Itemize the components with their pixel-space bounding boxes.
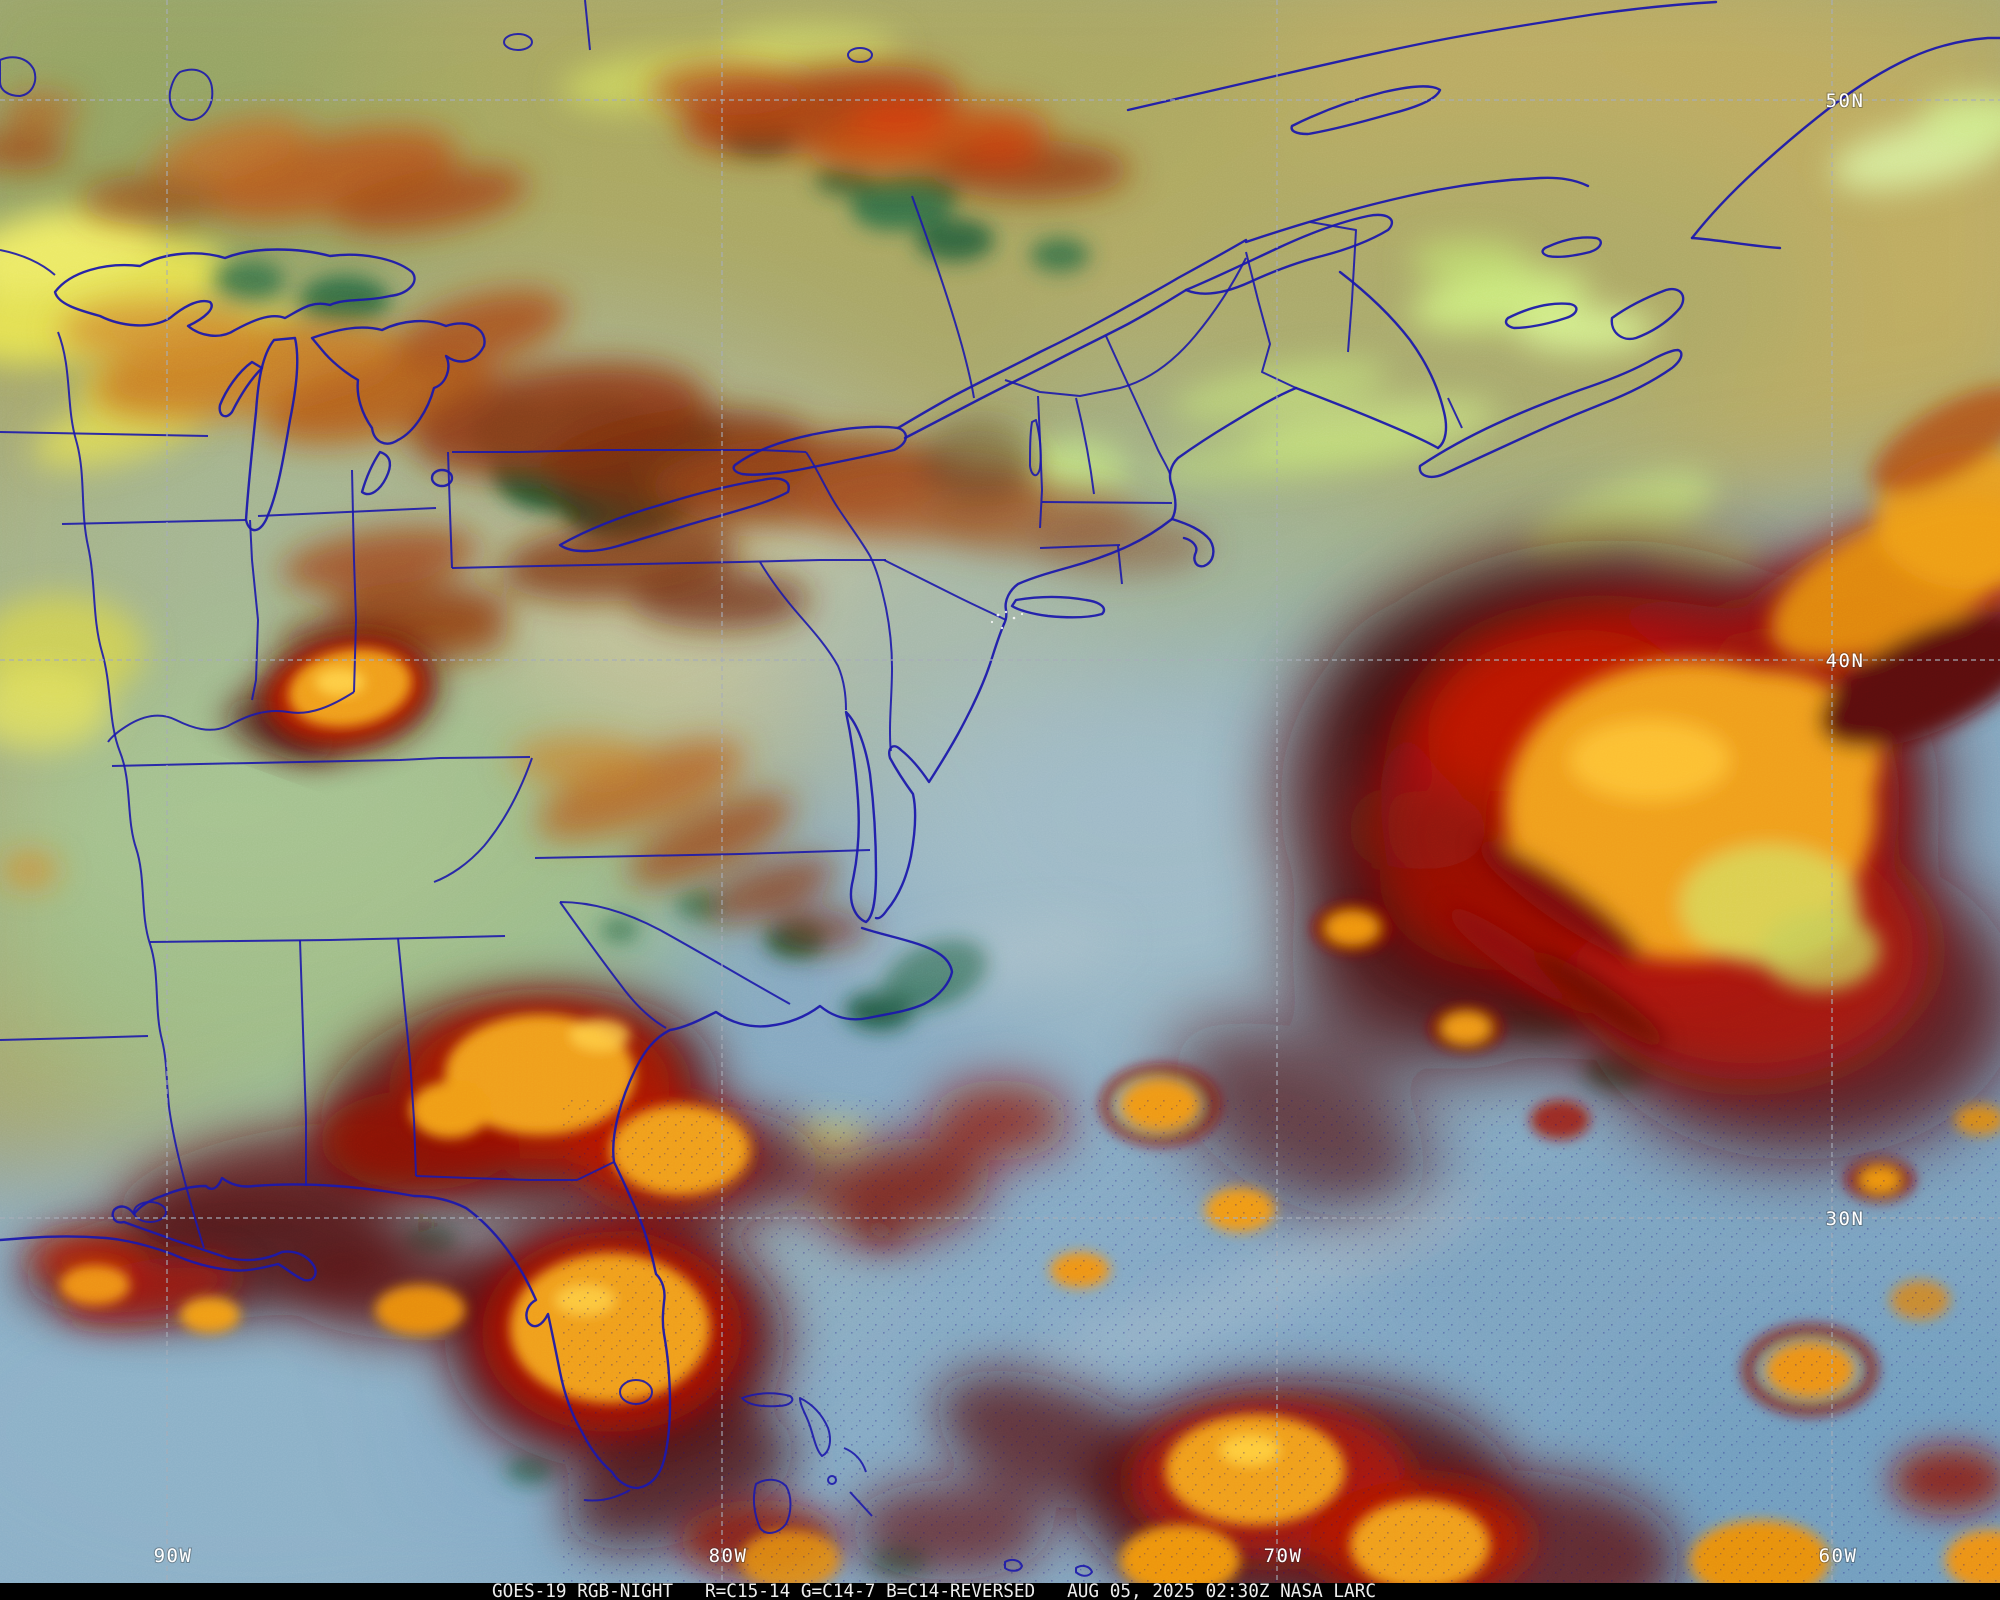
gulf-north-coast xyxy=(1244,176,1590,244)
anticosti-island-outline xyxy=(1541,236,1602,258)
prince-edward-island-outline xyxy=(1504,302,1578,330)
latlon-grid-labels: 90W 80W 70W 60W 50N 40N 30N xyxy=(153,89,1865,1568)
lake-erie-outline xyxy=(558,477,790,553)
meridian-label-70W: 70W xyxy=(1264,1545,1303,1567)
lake-superior-outline xyxy=(53,248,416,337)
saginaw-bay-outline xyxy=(360,450,392,496)
cape-cod-outline xyxy=(1170,517,1215,568)
cape-breton-outline xyxy=(1610,287,1685,341)
new-england-coastline xyxy=(1002,386,1298,626)
meridian-label-60W: 60W xyxy=(1819,1545,1858,1567)
state-borders xyxy=(0,0,1463,1249)
bay-of-fundy-north-shore xyxy=(1294,386,1440,450)
canadian-lakes xyxy=(0,33,1042,477)
parallel-label-40N: 40N xyxy=(1826,650,1865,672)
newfoundland-west-coast xyxy=(1690,36,2000,240)
st-lawrence-north-bank xyxy=(896,238,1248,430)
bahamas-outlines xyxy=(741,1392,1093,1577)
long-island-outline xyxy=(1010,595,1106,619)
caption-text: GOES-19 RGB-NIGHT R=C15-14 G=C14-7 B=C14… xyxy=(492,1580,1376,1600)
ocean-stipple xyxy=(560,1100,2000,1583)
lake-michigan-outline xyxy=(244,336,299,532)
city-lights xyxy=(990,610,1024,630)
caption-bar: GOES-19 RGB-NIGHT R=C15-14 G=C14-7 B=C14… xyxy=(0,1580,2000,1600)
meridian-label-80W: 80W xyxy=(709,1545,748,1567)
gaspe-peninsula-outline xyxy=(1184,213,1394,295)
green-bay-outline xyxy=(218,360,264,418)
newfoundland-south-coast xyxy=(1690,236,1782,250)
mid-atlantic-coastline xyxy=(874,622,1006,920)
nova-scotia-outline xyxy=(1418,348,1683,478)
new-brunswick-east-coast xyxy=(1338,270,1448,450)
parallel-label-30N: 30N xyxy=(1826,1208,1865,1230)
lake-huron-outline xyxy=(310,319,486,445)
parallel-label-50N: 50N xyxy=(1826,90,1865,112)
chesapeake-bay-outline xyxy=(844,710,878,924)
caption-bar-bg xyxy=(0,1583,2000,1600)
lake-pontchartrain-outline xyxy=(133,1201,167,1223)
florida-keys-line xyxy=(583,1489,631,1502)
lake-okeechobee-outline xyxy=(619,1379,653,1405)
st-lawrence-south-bank xyxy=(903,288,1188,440)
lower-north-shore-island xyxy=(1290,85,1442,136)
quebec-north-shore xyxy=(1126,0,1718,112)
southeast-gulf-coastline xyxy=(0,926,954,1490)
meridian-label-90W: 90W xyxy=(154,1545,193,1567)
lake-st-clair-outline xyxy=(430,468,454,488)
lake-ontario-outline xyxy=(732,425,907,476)
